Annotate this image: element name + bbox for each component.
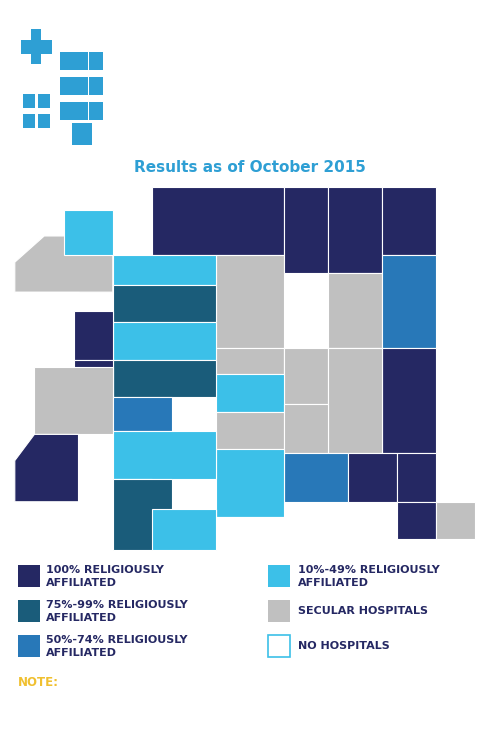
Bar [38,114,50,128]
Polygon shape [284,349,329,404]
Polygon shape [216,412,284,449]
Polygon shape [216,374,284,412]
Text: NOTE:: NOTE: [18,676,59,688]
Text: 100% RELIGIOUSLY
AFFILIATED: 100% RELIGIOUSLY AFFILIATED [46,565,164,588]
Bar [74,52,88,70]
Polygon shape [397,502,436,539]
Text: Religiously Affiliated: Religiously Affiliated [130,63,368,82]
Bar [268,600,290,622]
Bar [18,25,55,67]
Polygon shape [113,360,216,397]
Bar [74,77,88,95]
Polygon shape [113,479,172,550]
Bar [74,102,88,120]
Polygon shape [74,360,113,404]
Polygon shape [382,187,436,255]
Bar [89,77,103,95]
Text: Results as of October 2015: Results as of October 2015 [134,160,366,175]
Polygon shape [328,187,382,274]
Bar [72,123,92,145]
Polygon shape [113,397,172,431]
Polygon shape [436,502,476,539]
Polygon shape [328,274,382,349]
Bar [35,65,40,77]
Bar [18,600,40,622]
Bar [38,94,50,108]
Polygon shape [55,30,110,145]
Polygon shape [382,349,436,453]
Bar [60,52,74,70]
Polygon shape [382,255,436,349]
Text: possible restrictions of services.  We recommend you contact your health facilit: possible restrictions of services. We re… [18,693,484,703]
Polygon shape [284,404,329,453]
Polygon shape [284,187,329,274]
Polygon shape [113,255,216,285]
Bar [268,636,290,657]
Polygon shape [15,236,113,292]
Polygon shape [397,453,436,502]
Polygon shape [113,285,216,322]
Polygon shape [348,453,397,502]
Polygon shape [216,517,284,554]
Polygon shape [284,453,348,502]
Polygon shape [64,210,113,255]
Polygon shape [216,449,284,517]
Text: 10%-49% RELIGIOUSLY
AFFILIATED: 10%-49% RELIGIOUSLY AFFILIATED [298,565,440,588]
Bar [89,52,103,70]
Polygon shape [172,509,216,554]
Text: Hospitals in Washington State: Hospitals in Washington State [130,101,450,120]
Text: There are many types and degrees of affiliations with differing implications for: There are many types and degrees of affi… [60,677,500,687]
Polygon shape [152,187,284,255]
Bar [60,77,74,95]
Text: SECULAR HOSPITALS: SECULAR HOSPITALS [298,606,428,617]
Bar [60,102,74,120]
Text: 50%-74% RELIGIOUSLY
AFFILIATED: 50%-74% RELIGIOUSLY AFFILIATED [46,635,188,658]
Polygon shape [113,322,216,360]
Polygon shape [55,5,110,30]
Polygon shape [113,431,216,479]
Text: NO HOSPITALS: NO HOSPITALS [298,642,390,651]
Bar [31,29,41,64]
Bar [18,565,40,587]
Polygon shape [284,349,382,424]
Bar [18,636,40,657]
Bar [268,565,290,587]
Polygon shape [328,349,382,453]
Text: provider to find out about any restrictions.: provider to find out about any restricti… [18,709,255,719]
Polygon shape [216,349,284,374]
Polygon shape [113,479,152,517]
Polygon shape [18,67,55,145]
Bar [21,40,52,54]
Text: 75%-99% RELIGIOUSLY
AFFILIATED: 75%-99% RELIGIOUSLY AFFILIATED [46,600,188,622]
Polygon shape [15,292,78,367]
Bar [89,102,103,120]
Polygon shape [152,509,216,550]
Bar [23,94,35,108]
Text: Percentage of Beds in: Percentage of Beds in [130,27,380,46]
Polygon shape [34,367,113,435]
Polygon shape [74,311,113,360]
Bar [23,114,35,128]
Polygon shape [15,435,78,502]
Polygon shape [216,255,284,349]
